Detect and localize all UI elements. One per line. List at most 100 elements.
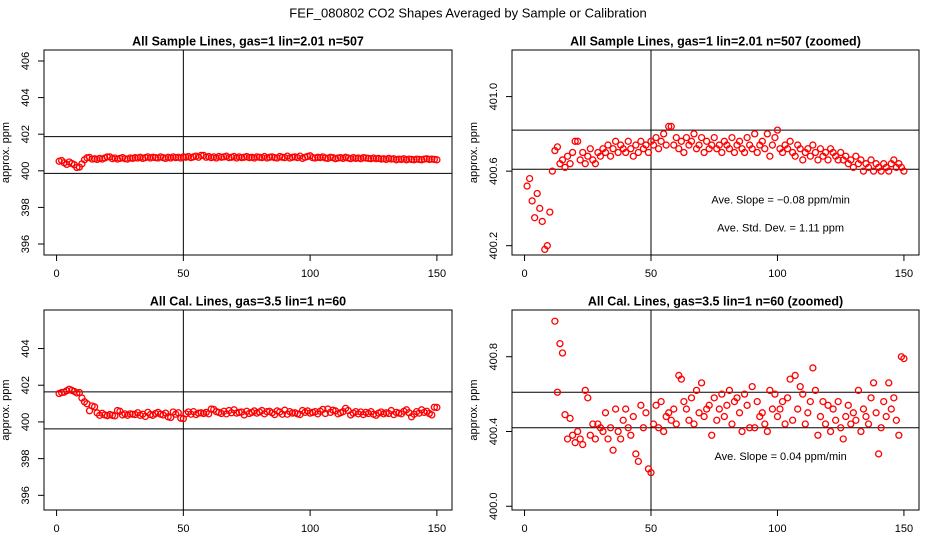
data-point [654,424,663,432]
y-tick-label: 396 [20,235,32,253]
annotation: Ave. Slope = −0.08 ppm/min [711,195,850,207]
data-point [73,163,81,172]
data-point [877,424,885,432]
data-point [660,130,668,138]
data-point [857,427,865,436]
data-point [579,440,587,449]
data-point [528,197,536,205]
x-tick-label: 50 [645,523,657,535]
data-point [352,154,360,163]
data-point [753,148,761,157]
data-point [786,137,794,145]
data-point [126,154,134,162]
data-point [73,389,81,397]
data-point [571,137,579,145]
data-point [563,435,572,443]
data-point [804,145,812,153]
x-tick-label: 100 [301,523,319,535]
data-point [821,420,830,428]
data-point [809,364,817,372]
data-point [806,152,814,160]
plot-area [512,310,919,510]
data-point [788,416,797,424]
main-title: FEF_080802 CO2 Shapes Averaged by Sample… [289,5,646,20]
data-point [874,450,883,458]
data-point [430,155,439,164]
data-point [321,154,329,162]
data-point [849,163,857,172]
data-point [745,424,754,432]
y-tick-label: 400.8 [488,343,500,371]
data-point [624,424,632,432]
plot-frame [511,309,920,511]
data-point [151,153,160,162]
data-point [700,412,708,421]
data-point [359,153,368,162]
data-point [624,137,632,145]
data-point [571,439,579,447]
data-point [867,156,875,164]
data-point [574,427,582,436]
data-point [525,174,534,183]
data-point [697,133,706,142]
data-point [695,141,703,149]
data-point [581,386,589,395]
x-tick-label: 100 [301,268,319,280]
data-point [708,431,716,439]
data-point [194,409,203,417]
data-point [728,133,736,142]
panel: All Cal. Lines, gas=3.5 lin=1 n=60 (zoom… [468,294,920,535]
data-point [687,137,696,145]
data-point [685,416,693,424]
panel: All Cal. Lines, gas=3.5 lin=1 n=60 approx… [0,294,453,535]
y-tick-label: 402 [20,125,32,143]
data-point [584,394,592,402]
data-point [675,145,683,153]
data-point [415,155,423,164]
data-point [748,145,756,153]
data-point [606,152,615,160]
data-point [632,450,640,458]
data-point [395,155,403,163]
x-tick-label: 100 [768,523,786,535]
data-point [791,371,799,380]
data-point [601,148,610,157]
data-point [601,409,610,417]
data-point [885,167,893,175]
data-point [372,155,380,163]
y-tick-label: 400.4 [488,418,500,446]
y-tick-label: 400 [20,413,32,431]
data-point [690,420,698,428]
data-point [692,386,701,395]
data-point [634,148,643,157]
data-point [652,133,660,142]
data-point [847,420,855,428]
data-point [387,155,395,163]
data-point [715,141,723,149]
data-point [660,427,668,436]
data-point [844,401,852,409]
data-point [872,409,880,417]
data-point [738,427,746,436]
y-axis-label: approx. ppm [468,122,480,183]
x-tick-label: 150 [428,523,446,535]
data-point [637,137,645,145]
data-point [677,137,686,145]
data-point [695,409,703,417]
annotation: Ave. Std. Dev. = 1.11 ppm [717,222,844,234]
data-point [629,412,637,421]
data-point [811,148,820,157]
data-point [751,424,759,432]
data-point [177,414,185,422]
plot-area [44,50,452,255]
data-point [591,160,600,168]
data-point [763,427,771,436]
data-point [705,401,713,409]
y-tick-label: 400 [20,162,32,180]
data-point [766,152,774,160]
data-point [720,412,729,421]
data-point [766,386,774,395]
data-point [791,152,799,160]
data-point [680,148,688,157]
